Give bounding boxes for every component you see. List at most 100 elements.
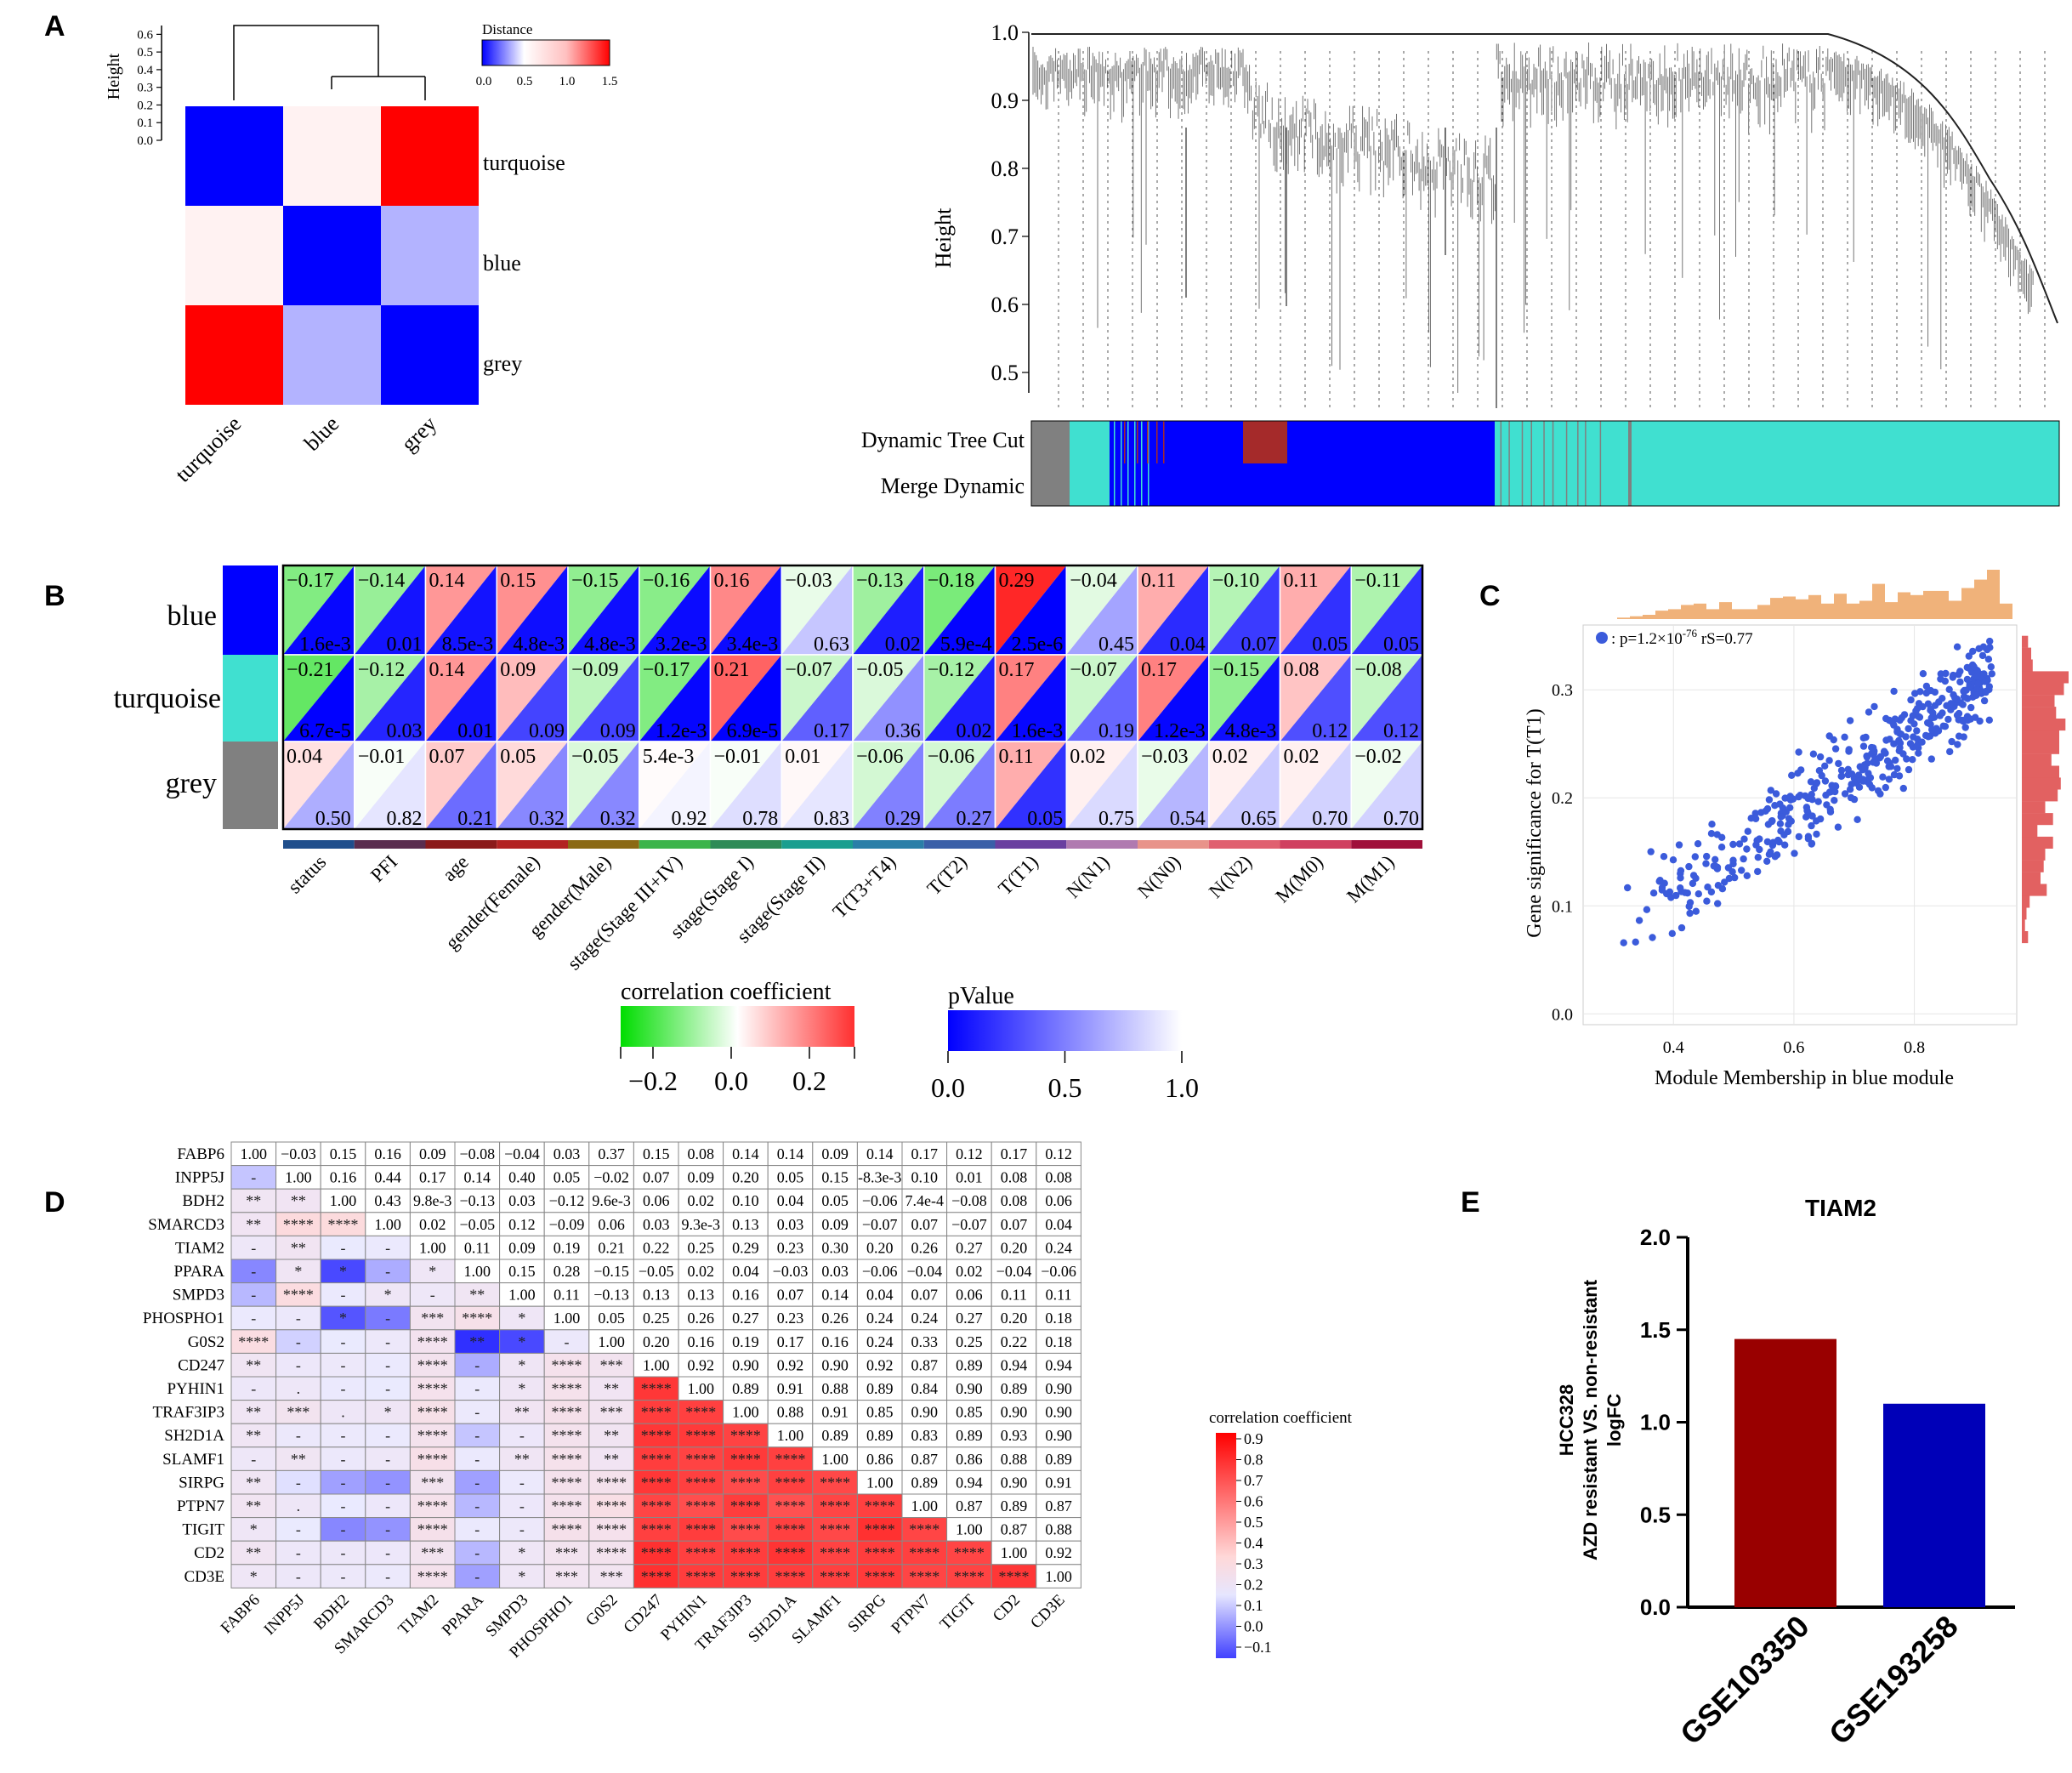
cor-value: −0.04 xyxy=(1070,570,1117,592)
upper-cell xyxy=(633,1329,679,1354)
scatter-point xyxy=(1635,917,1643,924)
upper-cell xyxy=(991,1517,1037,1542)
distance-heatmap-cells xyxy=(185,106,479,405)
lower-cell-sig: **** xyxy=(865,1568,895,1585)
scatter-point xyxy=(1922,689,1930,697)
lower-cell-sig: . xyxy=(297,1497,301,1514)
upper-cell-value: 0.02 xyxy=(956,1263,983,1280)
cor-value: −0.15 xyxy=(1212,659,1260,681)
top-hist-bar xyxy=(1898,592,1910,619)
upper-cell-value: 0.11 xyxy=(1001,1287,1027,1304)
upper-cell-value: 0.14 xyxy=(464,1169,491,1186)
scatter-point xyxy=(1976,717,1984,725)
lower-cell-sig: **** xyxy=(685,1451,716,1468)
mixed-stripe xyxy=(1577,421,1579,506)
p-triangle-grey-11 xyxy=(1066,742,1138,829)
cor-value: 0.05 xyxy=(500,746,536,768)
p-value: 0.01 xyxy=(457,720,493,742)
lower-cell xyxy=(454,1423,501,1448)
upper-cell-value: 0.87 xyxy=(911,1356,939,1373)
upper-cell xyxy=(991,1305,1037,1331)
lower-cell xyxy=(320,1235,366,1260)
scatter-point xyxy=(1960,693,1968,701)
upper-cell xyxy=(588,1282,634,1307)
dendrogram-tick-label: 0.0 xyxy=(137,134,153,148)
upper-cell-value: 0.12 xyxy=(956,1145,983,1162)
upper-cell-value: 0.89 xyxy=(821,1427,849,1444)
upper-cell xyxy=(1036,1141,1081,1167)
lower-cell-sig: **** xyxy=(775,1497,806,1514)
p-triangle-grey-15 xyxy=(1351,742,1422,829)
scatter-point xyxy=(1702,860,1710,867)
upper-cell-value: 0.03 xyxy=(821,1263,849,1280)
lower-cell-sig: **** xyxy=(641,1404,672,1421)
upper-cell-value: 0.88 xyxy=(1045,1521,1072,1538)
lower-cell-sig: *** xyxy=(600,1404,623,1421)
mixed-stripe xyxy=(1585,421,1587,506)
lower-cell-sig: - xyxy=(519,1521,525,1538)
scatter-point xyxy=(1853,815,1861,823)
upper-cell-value: -8.3e-3 xyxy=(858,1169,901,1186)
upper-cell-value: 0.24 xyxy=(866,1333,894,1350)
module-color-bars xyxy=(1030,420,2060,507)
cor-value: 0.16 xyxy=(714,570,750,592)
scatter-point xyxy=(1785,815,1793,822)
p-value: 0.12 xyxy=(1312,720,1348,742)
cor-value: −0.01 xyxy=(358,746,406,768)
scatter-point xyxy=(1772,790,1780,798)
lower-cell-sig: **** xyxy=(730,1474,761,1491)
lower-cell xyxy=(856,1540,903,1566)
p-value: 0.83 xyxy=(814,808,849,830)
lower-cell-sig: - xyxy=(385,1239,390,1256)
lower-cell-sig: **** xyxy=(641,1474,672,1491)
top-hist-bar xyxy=(1936,590,1949,619)
row-label-SMARCD3: SMARCD3 xyxy=(148,1216,224,1234)
distance-cell-turquoise-turquoise xyxy=(185,106,283,206)
upper-cell xyxy=(767,1188,814,1213)
scatter-point xyxy=(1694,890,1703,898)
upper-cell xyxy=(1036,1469,1081,1495)
module-trait-heatmap: blue turquoise grey −0.171.6e-3−0.140.01… xyxy=(113,564,1424,1103)
cor-value: 0.15 xyxy=(500,570,536,592)
cor-value: 0.04 xyxy=(287,746,322,768)
upper-cell xyxy=(543,1282,590,1307)
lower-cell xyxy=(767,1517,814,1542)
trait-color-4 xyxy=(568,840,639,849)
scatter-point xyxy=(1707,888,1716,896)
row-label-TIGIT: TIGIT xyxy=(182,1521,224,1539)
upper-cell-value: 0.29 xyxy=(732,1239,759,1256)
upper-cell-value: 0.05 xyxy=(821,1192,849,1209)
upper-cell xyxy=(991,1141,1037,1167)
upper-cell xyxy=(856,1165,903,1190)
scatter-point xyxy=(1729,867,1736,876)
distance-legend-tick: 0.5 xyxy=(517,75,533,88)
right-hist-bar xyxy=(2022,753,2052,766)
scatter-point xyxy=(1658,884,1666,892)
matrix-legend-tick-label: 0.2 xyxy=(1244,1577,1263,1594)
panel-label-d: D xyxy=(44,1186,65,1219)
mixed-stripe xyxy=(1114,421,1115,506)
scatter-point xyxy=(1813,830,1820,838)
scatter-point xyxy=(1667,894,1675,901)
lower-cell xyxy=(230,1188,277,1213)
right-hist-bar xyxy=(2022,836,2053,849)
brown-segment xyxy=(1243,421,1287,463)
scatter-point xyxy=(1982,688,1990,696)
tree-tick-label: 0.9 xyxy=(991,88,1019,113)
brown-stripe xyxy=(1124,421,1126,463)
cor-value: −0.11 xyxy=(1354,570,1401,592)
cor-legend-tick-label: −0.2 xyxy=(628,1066,678,1096)
upper-cell-value: 0.17 xyxy=(1001,1145,1028,1162)
scatter-point xyxy=(1893,764,1901,772)
lower-cell-sig: ** xyxy=(246,1427,261,1444)
scatter-point xyxy=(1913,705,1922,713)
upper-cell-value: 0.86 xyxy=(866,1451,894,1468)
p-triangle-blue-2 xyxy=(425,565,497,655)
trait-color-3 xyxy=(497,840,568,849)
scatter-point xyxy=(1831,797,1838,804)
lower-cell xyxy=(320,1493,366,1519)
lower-cell-sig: **** xyxy=(685,1427,716,1444)
lower-cell-sig: - xyxy=(341,1521,346,1538)
scatter-point xyxy=(1813,817,1820,825)
lower-cell-sig: **** xyxy=(820,1521,850,1538)
